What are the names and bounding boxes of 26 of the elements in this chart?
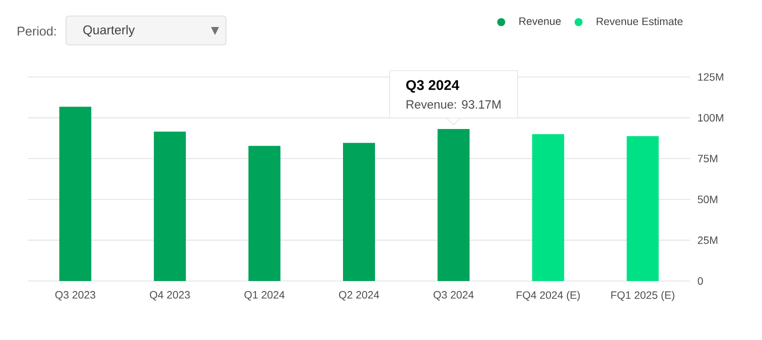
x-tick-label: Q4 2023 — [150, 291, 190, 300]
y-tick-label: 100M — [698, 114, 724, 122]
bar — [248, 146, 280, 281]
y-tick-label: 50M — [698, 196, 718, 204]
x-tick-label: FQ4 2024 (E) — [516, 291, 580, 301]
y-tick-label: 75M — [698, 154, 718, 162]
x-tick-label: Q1 2024 — [244, 291, 285, 300]
x-tick-label: Q2 2024 — [339, 291, 380, 300]
text: Period: — [18, 26, 56, 36]
legend-label: Revenue Estimate — [596, 17, 683, 26]
x-tick-label: FQ1 2025 (E) — [611, 291, 674, 301]
y-tick-label: 125M — [698, 73, 724, 81]
x-tick-label: Q3 2024 — [434, 291, 474, 300]
bar — [438, 128, 470, 281]
bar — [626, 136, 659, 281]
y-tick-label: 25M — [698, 236, 718, 244]
legend-label: Revenue — [519, 18, 561, 25]
x-tick-label: Q3 2023 — [55, 291, 96, 300]
bar — [154, 132, 186, 281]
y-tick-label: 0 — [698, 277, 703, 285]
bar — [532, 134, 564, 281]
bar — [59, 106, 92, 281]
bar — [343, 142, 376, 281]
text: Quarterly — [83, 25, 135, 37]
annotation: Q3 2024 — [406, 80, 460, 93]
annotation: Revenue: 93.17M — [406, 100, 500, 109]
